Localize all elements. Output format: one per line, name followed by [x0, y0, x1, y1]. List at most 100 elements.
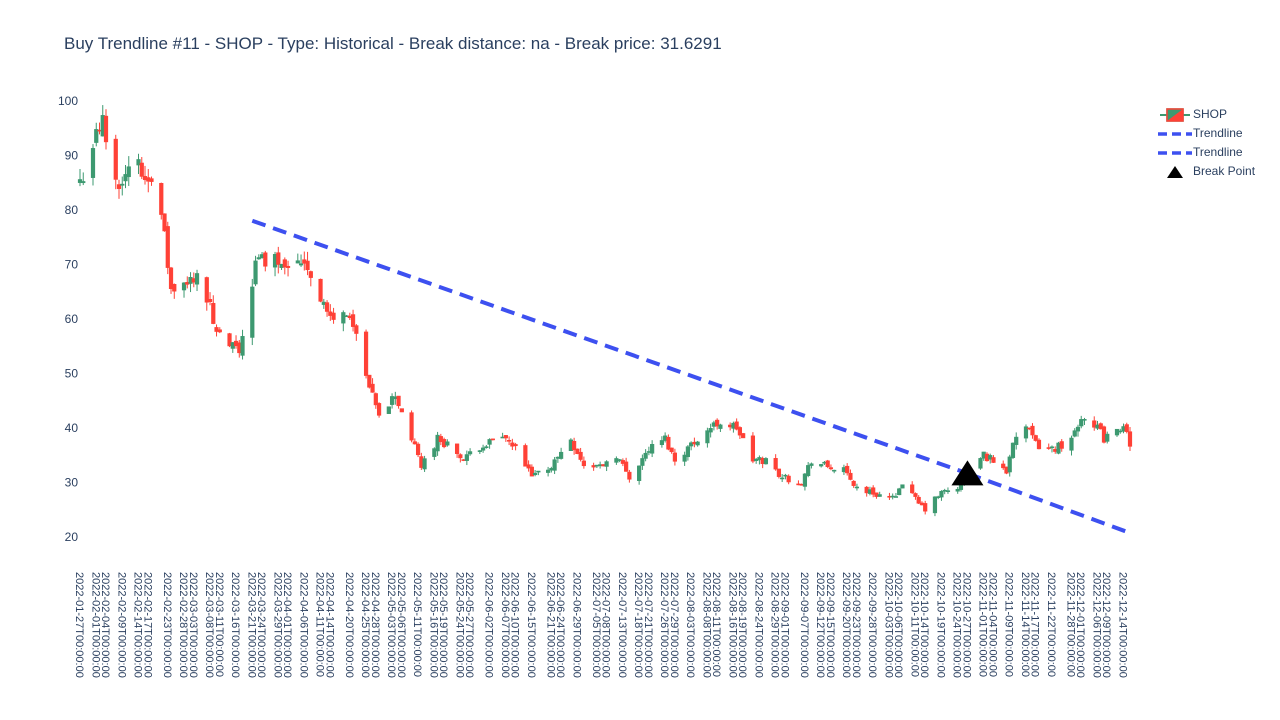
x-tick-label: 2022-07-18T00:00:00: [632, 572, 644, 678]
x-tick-label: 2022-05-27T00:00:00: [463, 572, 475, 678]
candle: [341, 310, 346, 332]
x-tick-label: 2022-06-21T00:00:00: [544, 572, 556, 678]
candle: [828, 464, 834, 471]
candle: [367, 374, 372, 389]
x-tick-label: 2022-02-04T00:00:00: [99, 572, 111, 678]
candle: [204, 276, 209, 311]
x-tick-label: 2022-09-20T00:00:00: [840, 572, 852, 678]
candle: [877, 491, 882, 497]
candle: [1059, 439, 1064, 452]
legend-item-shop[interactable]: SHOP: [1158, 105, 1255, 124]
candle: [507, 436, 512, 446]
legend-item-break-point[interactable]: Break Point: [1158, 162, 1255, 181]
candle: [991, 455, 996, 463]
candle: [490, 438, 495, 441]
candle: [162, 213, 167, 232]
candle: [435, 431, 440, 456]
candle: [159, 182, 164, 220]
candle: [734, 418, 739, 431]
x-tick-label: 2022-08-11T00:00:00: [710, 572, 722, 677]
candle: [331, 307, 336, 324]
y-tick-label: 90: [65, 148, 79, 162]
candle: [168, 266, 174, 294]
candle: [149, 176, 154, 186]
candle: [1079, 415, 1084, 429]
x-tick-label: 2022-04-20T00:00:00: [343, 572, 355, 678]
x-tick-label: 2022-10-24T00:00:00: [951, 572, 963, 678]
candle: [389, 393, 395, 409]
candle: [1124, 422, 1129, 434]
x-tick-label: 2022-06-10T00:00:00: [509, 572, 521, 678]
candle: [932, 496, 938, 517]
x-tick-label: 2022-07-29T00:00:00: [668, 572, 680, 678]
candle: [94, 122, 99, 147]
x-tick-label: 2022-02-28T00:00:00: [177, 572, 189, 678]
candle: [240, 329, 245, 360]
candle: [529, 464, 534, 477]
candle: [786, 474, 791, 485]
candle: [705, 427, 710, 448]
candle: [575, 448, 580, 455]
candle: [900, 484, 905, 489]
legend-item-trendline-2[interactable]: Trendline: [1158, 143, 1255, 162]
legend-candle-icon: [1160, 108, 1190, 122]
candle: [207, 292, 213, 306]
candle: [211, 295, 216, 325]
candle: [809, 462, 814, 469]
y-tick-label: 80: [65, 203, 79, 217]
candle: [832, 469, 837, 474]
candle: [1014, 432, 1019, 450]
candle: [773, 454, 778, 471]
candle: [923, 500, 928, 515]
candle: [172, 283, 177, 299]
x-tick-label: 2022-10-06T00:00:00: [892, 572, 904, 678]
candle: [851, 480, 856, 488]
x-tick-label: 2022-07-05T00:00:00: [590, 572, 602, 678]
x-tick-label: 2022-03-16T00:00:00: [229, 572, 241, 678]
candle: [939, 490, 944, 501]
x-tick-label: 2022-11-01T00:00:00: [977, 572, 989, 677]
break-point-series: [951, 460, 984, 486]
x-tick-label: 2022-10-14T00:00:00: [918, 572, 930, 678]
x-tick-label: 2022-11-22T00:00:00: [1045, 572, 1057, 677]
candle: [737, 426, 743, 440]
candle: [139, 157, 144, 180]
x-tick-label: 2022-03-03T00:00:00: [187, 572, 199, 678]
candle: [113, 134, 118, 190]
candle: [624, 457, 629, 472]
candle: [464, 450, 469, 466]
candle: [263, 250, 268, 272]
candle: [640, 454, 645, 470]
candle: [276, 246, 281, 274]
legend-label-trendline-1: Trendline: [1193, 126, 1243, 140]
candle: [350, 309, 356, 332]
candle: [897, 487, 902, 496]
candle: [763, 457, 769, 465]
candle: [318, 278, 323, 303]
candle: [546, 466, 551, 477]
candle: [354, 323, 359, 341]
x-tick-label: 2022-06-29T00:00:00: [570, 572, 582, 678]
y-tick-label: 40: [65, 421, 79, 435]
candle: [1072, 428, 1077, 438]
x-tick-label: 2022-05-06T00:00:00: [395, 572, 407, 678]
candle: [1127, 426, 1133, 452]
x-tick-label: 2022-08-19T00:00:00: [736, 572, 748, 678]
candle: [77, 168, 83, 187]
y-axis: 20 30 40 50 60 70 80 90 100: [58, 94, 78, 544]
candle: [893, 492, 899, 498]
candle: [1092, 416, 1097, 431]
x-tick-label: 2022-07-13T00:00:00: [616, 572, 628, 678]
candle: [409, 410, 414, 443]
candle: [386, 406, 391, 414]
legend-label-shop: SHOP: [1193, 107, 1228, 121]
legend-item-trendline-1[interactable]: Trendline: [1158, 124, 1255, 143]
candle: [533, 470, 538, 477]
x-tick-label: 2022-12-06T00:00:00: [1090, 572, 1102, 678]
break-point-marker: [951, 460, 984, 486]
chart-title: Buy Trendline #11 - SHOP - Type: Histori…: [64, 34, 722, 53]
candle: [669, 447, 674, 454]
candle: [1105, 431, 1110, 444]
candle: [363, 329, 369, 379]
candle: [422, 455, 427, 472]
